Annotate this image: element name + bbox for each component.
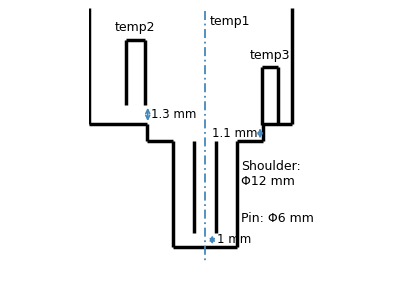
Text: temp2: temp2 xyxy=(115,21,155,34)
Text: temp3: temp3 xyxy=(249,49,290,62)
Text: Pin: Φ6 mm: Pin: Φ6 mm xyxy=(240,212,313,225)
Text: 1.1 mm: 1.1 mm xyxy=(211,127,256,140)
Text: 1 mm: 1 mm xyxy=(216,233,250,246)
Text: Shoulder:
Φ12 mm: Shoulder: Φ12 mm xyxy=(240,160,300,188)
Text: temp1: temp1 xyxy=(209,15,249,28)
Text: 1.3 mm: 1.3 mm xyxy=(151,108,196,121)
